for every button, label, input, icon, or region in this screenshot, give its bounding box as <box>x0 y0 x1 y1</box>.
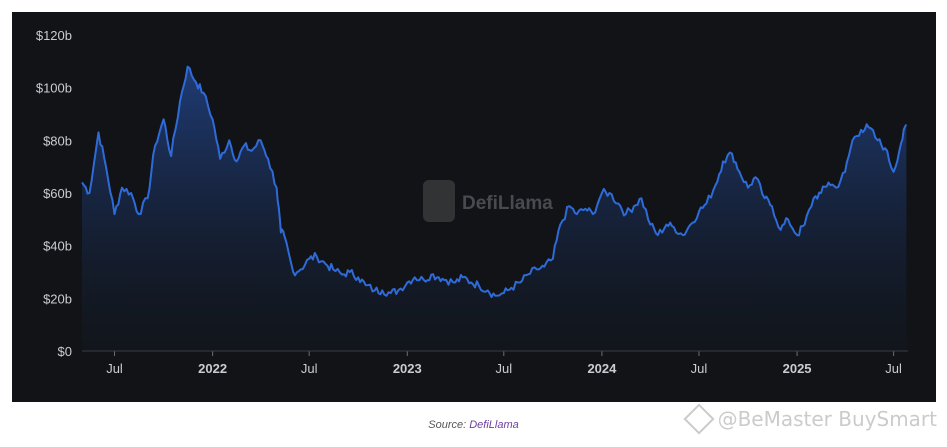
binance-diamond-icon <box>683 403 715 435</box>
watermark-text: @BeMaster BuySmart <box>717 407 937 431</box>
x-tick-label: Jul <box>106 361 123 376</box>
tvl-area-chart: $0 $20b $40b $60b $80b $100b $120b Jul 2022 Jul 2… <box>36 28 908 376</box>
defillama-watermark-text: DefiLlama <box>462 193 553 214</box>
series-area-fill <box>82 66 907 351</box>
y-tick-label: $120b <box>36 28 72 43</box>
y-tick-label: $20b <box>43 291 72 306</box>
defillama-logo-watermark: DefiLlama <box>423 180 553 222</box>
x-axis: Jul 2022 Jul 2023 Jul 2024 Jul 2025 Jul <box>106 351 902 376</box>
y-tick-label: $40b <box>43 239 72 254</box>
chart-panel: $0 $20b $40b $60b $80b $100b $120b Jul 2022 Jul 2… <box>12 12 936 402</box>
x-tick-label: 2025 <box>783 361 812 376</box>
x-tick-label: 2023 <box>393 361 422 376</box>
x-tick-label: Jul <box>301 361 318 376</box>
y-tick-label: $100b <box>36 81 72 96</box>
bemaster-watermark: @BeMaster BuySmart <box>683 403 937 435</box>
y-axis: $0 $20b $40b $60b $80b $100b $120b <box>36 28 72 359</box>
x-tick-label: Jul <box>691 361 708 376</box>
y-tick-label: $80b <box>43 133 72 148</box>
x-tick-label: Jul <box>495 361 512 376</box>
x-tick-label: Jul <box>885 361 902 376</box>
source-caption: Source: DefiLlama <box>0 419 947 431</box>
y-tick-label: $0 <box>58 344 72 359</box>
y-tick-label: $60b <box>43 186 72 201</box>
llama-logo-icon <box>423 180 455 222</box>
series-line <box>81 65 908 298</box>
source-link[interactable]: DefiLlama <box>469 419 519 431</box>
x-tick-label: 2022 <box>198 361 227 376</box>
source-prefix: Source: <box>428 419 470 431</box>
x-tick-label: 2024 <box>587 361 617 376</box>
